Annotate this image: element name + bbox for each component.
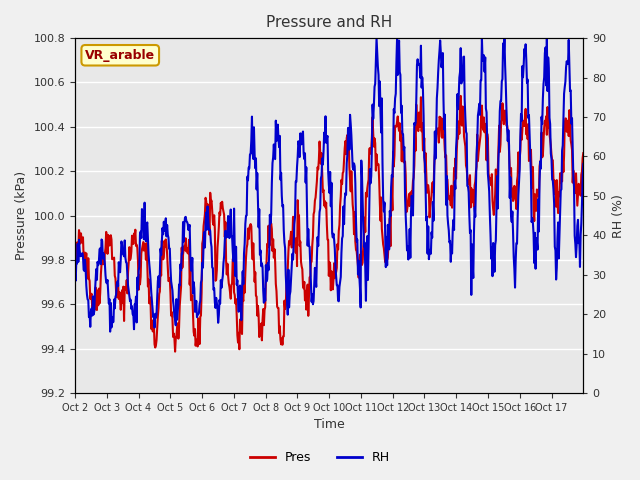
Y-axis label: RH (%): RH (%) bbox=[612, 193, 625, 238]
Line: Pres: Pres bbox=[75, 96, 583, 352]
Pres bbox=[172, 349, 179, 355]
RH bbox=[411, 122, 419, 128]
RH bbox=[106, 329, 114, 335]
Title: Pressure and RH: Pressure and RH bbox=[266, 15, 392, 30]
X-axis label: Time: Time bbox=[314, 419, 344, 432]
Pres bbox=[225, 280, 232, 286]
RH bbox=[131, 303, 139, 309]
Pres bbox=[410, 163, 418, 168]
RH bbox=[250, 124, 258, 130]
Pres bbox=[71, 264, 79, 270]
RH bbox=[225, 226, 232, 231]
Pres bbox=[579, 150, 587, 156]
Pres bbox=[382, 260, 390, 265]
RH bbox=[383, 234, 390, 240]
Pres bbox=[250, 259, 258, 264]
Pres bbox=[269, 237, 277, 242]
Y-axis label: Pressure (kPa): Pressure (kPa) bbox=[15, 171, 28, 260]
Text: VR_arable: VR_arable bbox=[85, 49, 156, 62]
RH bbox=[71, 272, 79, 277]
Line: RH: RH bbox=[75, 38, 583, 332]
Legend: Pres, RH: Pres, RH bbox=[245, 446, 395, 469]
RH bbox=[269, 155, 277, 160]
Pres bbox=[457, 93, 465, 99]
RH bbox=[372, 35, 380, 41]
Pres bbox=[131, 234, 138, 240]
RH bbox=[579, 161, 587, 167]
